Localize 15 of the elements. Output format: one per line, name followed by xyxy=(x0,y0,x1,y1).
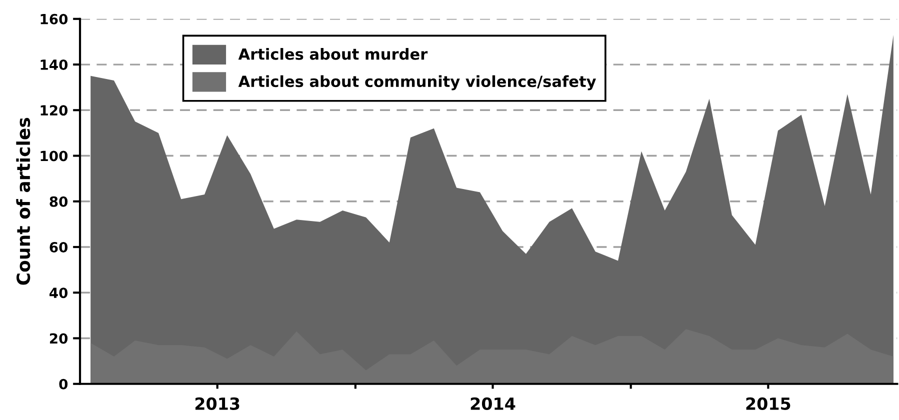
legend-label: Articles about murder xyxy=(238,48,428,60)
y-tick-label: 0 xyxy=(59,378,68,390)
x-tick-label: 2013 xyxy=(195,397,240,410)
y-tick-label: 20 xyxy=(50,333,68,344)
y-tick-label: 140 xyxy=(40,59,68,70)
y-tick-label: 120 xyxy=(40,105,68,116)
y-axis-title: Count of articles xyxy=(16,118,30,285)
x-tick-label: 2015 xyxy=(746,397,790,410)
y-tick-label: 60 xyxy=(50,242,68,252)
y-tick-label: 80 xyxy=(50,196,68,207)
x-tick-label: 2014 xyxy=(470,397,516,410)
y-tick-label: 40 xyxy=(50,288,68,298)
y-tick-label: 100 xyxy=(40,150,68,162)
y-tick-label: 160 xyxy=(40,14,68,24)
legend-label: Articles about community violence/safety xyxy=(238,75,596,90)
